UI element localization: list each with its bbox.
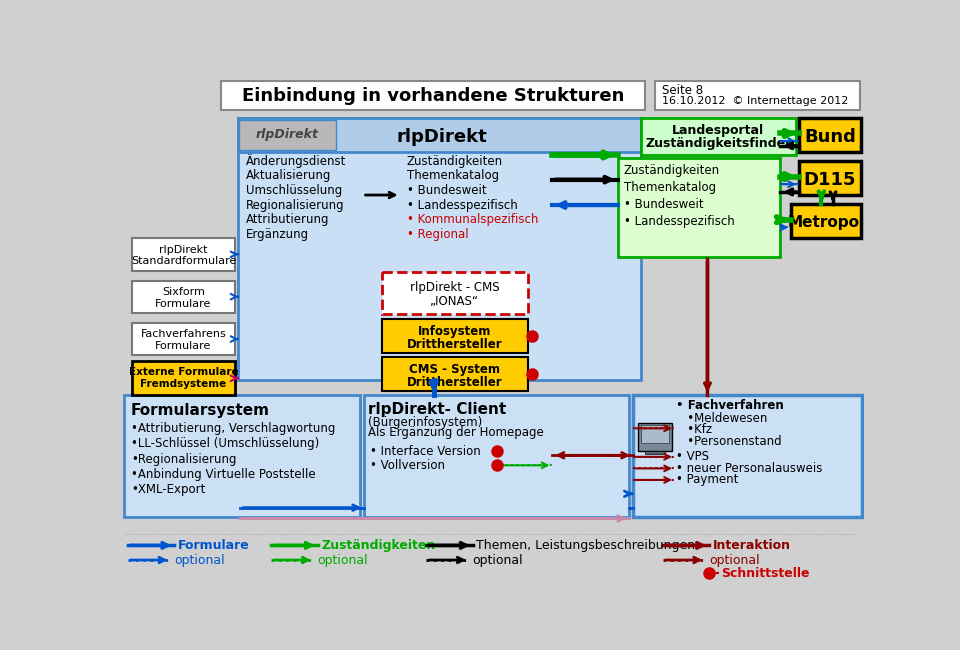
Text: Änderungsdienst: Änderungsdienst bbox=[247, 154, 347, 168]
Text: rlpDirekt: rlpDirekt bbox=[396, 127, 487, 146]
Text: •Attributierung, Verschlagwortung: •Attributierung, Verschlagwortung bbox=[131, 422, 335, 435]
Text: Fremdsysteme: Fremdsysteme bbox=[140, 379, 227, 389]
Text: Standardformulare: Standardformulare bbox=[131, 256, 236, 266]
Bar bbox=[641, 424, 669, 443]
Bar bbox=[791, 204, 861, 238]
Text: Metropol: Metropol bbox=[787, 215, 865, 230]
Text: optional: optional bbox=[318, 554, 369, 567]
Text: Sixform: Sixform bbox=[162, 287, 205, 297]
Text: Formulare: Formulare bbox=[156, 341, 212, 351]
Text: Themenkatalog: Themenkatalog bbox=[407, 169, 499, 182]
Bar bbox=[238, 118, 641, 380]
Text: Themenkatalog: Themenkatalog bbox=[624, 181, 716, 194]
Text: • Landesspezifisch: • Landesspezifisch bbox=[624, 214, 734, 227]
Bar bbox=[221, 81, 645, 110]
Text: •LL-Schlüssel (Umschlüsselung): •LL-Schlüssel (Umschlüsselung) bbox=[131, 437, 319, 450]
Text: Bund: Bund bbox=[804, 127, 855, 146]
Bar bbox=[382, 319, 528, 353]
Text: • Bundesweit: • Bundesweit bbox=[407, 184, 487, 197]
Text: • Fachverfahren: • Fachverfahren bbox=[677, 398, 784, 411]
Bar bbox=[645, 450, 665, 454]
Text: •Regionalisierung: •Regionalisierung bbox=[131, 452, 236, 465]
Text: Ergänzung: Ergänzung bbox=[247, 227, 309, 240]
Text: Themen, Leistungsbeschreibungen: Themen, Leistungsbeschreibungen bbox=[476, 539, 696, 552]
Text: Zuständigkeiten: Zuständigkeiten bbox=[624, 164, 720, 177]
Text: Interaktion: Interaktion bbox=[713, 539, 791, 552]
Text: Seite 8: Seite 8 bbox=[662, 84, 704, 97]
Text: • Interface Version: • Interface Version bbox=[371, 445, 481, 458]
Text: • neuer Personalausweis: • neuer Personalausweis bbox=[677, 462, 823, 475]
Text: Schnittstelle: Schnittstelle bbox=[721, 567, 810, 580]
Text: Als Ergänzung der Homepage: Als Ergänzung der Homepage bbox=[368, 426, 543, 439]
Bar bbox=[637, 423, 672, 450]
Text: Regionalisierung: Regionalisierung bbox=[247, 198, 345, 211]
Text: Zuständigkeitsfinder: Zuständigkeitsfinder bbox=[645, 137, 791, 150]
Text: Dritthersteller: Dritthersteller bbox=[407, 338, 503, 351]
Text: Infosystem: Infosystem bbox=[419, 325, 492, 338]
Bar bbox=[617, 158, 780, 257]
Text: rlpDirekt: rlpDirekt bbox=[159, 244, 207, 255]
Text: Umschlüsselung: Umschlüsselung bbox=[247, 184, 343, 197]
Bar bbox=[132, 323, 234, 355]
Text: 16.10.2012  © Internettage 2012: 16.10.2012 © Internettage 2012 bbox=[662, 96, 849, 106]
Bar bbox=[799, 161, 861, 195]
Bar bbox=[799, 118, 861, 152]
Text: rlpDirekt: rlpDirekt bbox=[256, 129, 319, 142]
Text: Aktualisierung: Aktualisierung bbox=[247, 169, 332, 182]
Text: Formulare: Formulare bbox=[179, 539, 250, 552]
Text: Einbindung in vorhandene Strukturen: Einbindung in vorhandene Strukturen bbox=[242, 88, 624, 105]
Text: Dritthersteller: Dritthersteller bbox=[407, 376, 503, 389]
Text: CMS - System: CMS - System bbox=[409, 363, 500, 376]
Text: • Landesspezifisch: • Landesspezifisch bbox=[407, 198, 517, 211]
Bar bbox=[655, 81, 860, 110]
Text: „IONAS“: „IONAS“ bbox=[430, 295, 479, 308]
Bar bbox=[124, 395, 360, 517]
Bar bbox=[641, 118, 796, 155]
Text: •Personenstand: •Personenstand bbox=[677, 435, 782, 448]
Text: •Anbindung Virtuelle Poststelle: •Anbindung Virtuelle Poststelle bbox=[131, 468, 316, 481]
Text: D115: D115 bbox=[804, 171, 856, 188]
Text: •XML-Export: •XML-Export bbox=[131, 484, 205, 497]
Text: •Meldewesen: •Meldewesen bbox=[677, 412, 768, 425]
Text: Landesportal: Landesportal bbox=[672, 124, 764, 137]
Text: rlpDirekt- Client: rlpDirekt- Client bbox=[368, 402, 506, 417]
Text: • Payment: • Payment bbox=[677, 473, 739, 486]
Bar bbox=[132, 238, 234, 270]
Text: Zuständigkeiten: Zuständigkeiten bbox=[322, 539, 436, 552]
Text: (Bürgerinfosystem): (Bürgerinfosystem) bbox=[368, 416, 482, 429]
Text: • VPS: • VPS bbox=[677, 450, 709, 463]
Bar bbox=[132, 281, 234, 313]
Text: optional: optional bbox=[472, 554, 523, 567]
Text: Zuständigkeiten: Zuständigkeiten bbox=[407, 155, 503, 168]
Text: Fachverfahrens: Fachverfahrens bbox=[141, 330, 227, 339]
Text: • Regional: • Regional bbox=[407, 227, 468, 240]
Bar bbox=[364, 395, 629, 517]
Text: • Vollversion: • Vollversion bbox=[371, 459, 445, 472]
Bar bbox=[382, 357, 528, 391]
Text: rlpDirekt - CMS: rlpDirekt - CMS bbox=[410, 281, 499, 294]
Text: • Bundesweit: • Bundesweit bbox=[624, 198, 704, 211]
Bar bbox=[382, 272, 528, 313]
Text: Attributierung: Attributierung bbox=[247, 213, 330, 226]
Text: • Kommunalspezifisch: • Kommunalspezifisch bbox=[407, 213, 539, 226]
Bar bbox=[239, 120, 336, 150]
Text: optional: optional bbox=[175, 554, 225, 567]
Text: Formularsystem: Formularsystem bbox=[131, 403, 270, 418]
Bar bbox=[238, 118, 641, 152]
Bar bbox=[633, 395, 862, 517]
Text: Formulare: Formulare bbox=[156, 298, 212, 309]
Text: Externe Formulare: Externe Formulare bbox=[129, 367, 238, 377]
Text: optional: optional bbox=[709, 554, 759, 567]
Bar bbox=[132, 361, 234, 395]
Text: •Kfz: •Kfz bbox=[677, 423, 712, 436]
